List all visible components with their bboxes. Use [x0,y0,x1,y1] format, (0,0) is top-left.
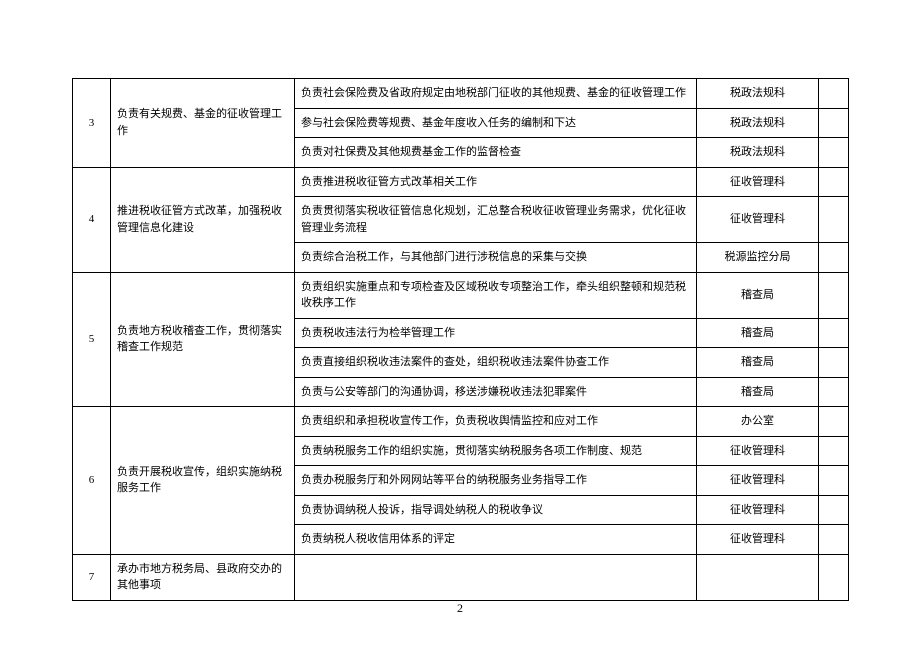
task-cell: 负责纳税人税收信用体系的评定 [295,525,697,555]
empty-cell [819,436,849,466]
duty-table: 3 负责有关规费、基金的征收管理工作 负责社会保险费及省政府规定由地税部门征收的… [72,78,849,601]
dept-cell: 稽查局 [697,348,819,378]
task-cell: 负责纳税服务工作的组织实施，贯彻落实纳税服务各项工作制度、规范 [295,436,697,466]
dept-cell: 办公室 [697,407,819,437]
empty-cell [819,377,849,407]
dept-cell: 征收管理科 [697,466,819,496]
task-cell: 负责协调纳税人投诉，指导调处纳税人的税收争议 [295,495,697,525]
page-number: 2 [0,601,920,616]
empty-cell [819,495,849,525]
dept-cell: 税政法规科 [697,79,819,109]
dept-cell: 征收管理科 [697,197,819,243]
task-cell: 负责综合治税工作，与其他部门进行涉税信息的采集与交换 [295,243,697,273]
group-index: 3 [73,79,111,168]
dept-cell: 征收管理科 [697,167,819,197]
empty-cell [819,348,849,378]
group-index: 7 [73,554,111,600]
dept-cell: 征收管理科 [697,525,819,555]
page-container: 3 负责有关规费、基金的征收管理工作 负责社会保险费及省政府规定由地税部门征收的… [0,0,920,651]
task-cell [295,554,697,600]
task-cell: 负责对社保费及其他规费基金工作的监督检查 [295,138,697,168]
empty-cell [819,318,849,348]
dept-cell: 征收管理科 [697,495,819,525]
empty-cell [819,167,849,197]
group-duty: 承办市地方税务局、县政府交办的其他事项 [111,554,295,600]
task-cell: 负责组织实施重点和专项检查及区域税收专项整治工作，牵头组织整顿和规范税收秩序工作 [295,272,697,318]
task-cell: 负责办税服务厅和外网网站等平台的纳税服务业务指导工作 [295,466,697,496]
task-cell: 负责贯彻落实税收征管信息化规划，汇总整合税收征收管理业务需求，优化征收管理业务流… [295,197,697,243]
group-duty: 负责地方税收稽查工作，贯彻落实稽查工作规范 [111,272,295,407]
empty-cell [819,197,849,243]
group-duty: 负责开展税收宣传，组织实施纳税服务工作 [111,407,295,555]
dept-cell: 税政法规科 [697,138,819,168]
task-cell: 负责直接组织税收违法案件的查处，组织税收违法案件协查工作 [295,348,697,378]
table-row: 6 负责开展税收宣传，组织实施纳税服务工作 负责组织和承担税收宣传工作，负责税收… [73,407,849,437]
dept-cell: 税源监控分局 [697,243,819,273]
task-cell: 负责税收违法行为检举管理工作 [295,318,697,348]
duty-table-body: 3 负责有关规费、基金的征收管理工作 负责社会保险费及省政府规定由地税部门征收的… [73,79,849,601]
empty-cell [819,466,849,496]
group-duty: 负责有关规费、基金的征收管理工作 [111,79,295,168]
group-index: 5 [73,272,111,407]
dept-cell: 税政法规科 [697,108,819,138]
group-index: 4 [73,167,111,272]
empty-cell [819,554,849,600]
task-cell: 参与社会保险费等规费、基金年度收入任务的编制和下达 [295,108,697,138]
task-cell: 负责推进税收征管方式改革相关工作 [295,167,697,197]
empty-cell [819,108,849,138]
empty-cell [819,138,849,168]
empty-cell [819,525,849,555]
group-index: 6 [73,407,111,555]
empty-cell [819,79,849,109]
group-duty: 推进税收征管方式改革，加强税收管理信息化建设 [111,167,295,272]
dept-cell: 稽查局 [697,377,819,407]
empty-cell [819,407,849,437]
dept-cell: 稽查局 [697,318,819,348]
empty-cell [819,243,849,273]
table-row: 4 推进税收征管方式改革，加强税收管理信息化建设 负责推进税收征管方式改革相关工… [73,167,849,197]
task-cell: 负责与公安等部门的沟通协调，移送涉嫌税收违法犯罪案件 [295,377,697,407]
task-cell: 负责组织和承担税收宣传工作，负责税收舆情监控和应对工作 [295,407,697,437]
dept-cell: 征收管理科 [697,436,819,466]
dept-cell [697,554,819,600]
table-row: 3 负责有关规费、基金的征收管理工作 负责社会保险费及省政府规定由地税部门征收的… [73,79,849,109]
dept-cell: 稽查局 [697,272,819,318]
table-row: 7 承办市地方税务局、县政府交办的其他事项 [73,554,849,600]
empty-cell [819,272,849,318]
task-cell: 负责社会保险费及省政府规定由地税部门征收的其他规费、基金的征收管理工作 [295,79,697,109]
table-row: 5 负责地方税收稽查工作，贯彻落实稽查工作规范 负责组织实施重点和专项检查及区域… [73,272,849,318]
